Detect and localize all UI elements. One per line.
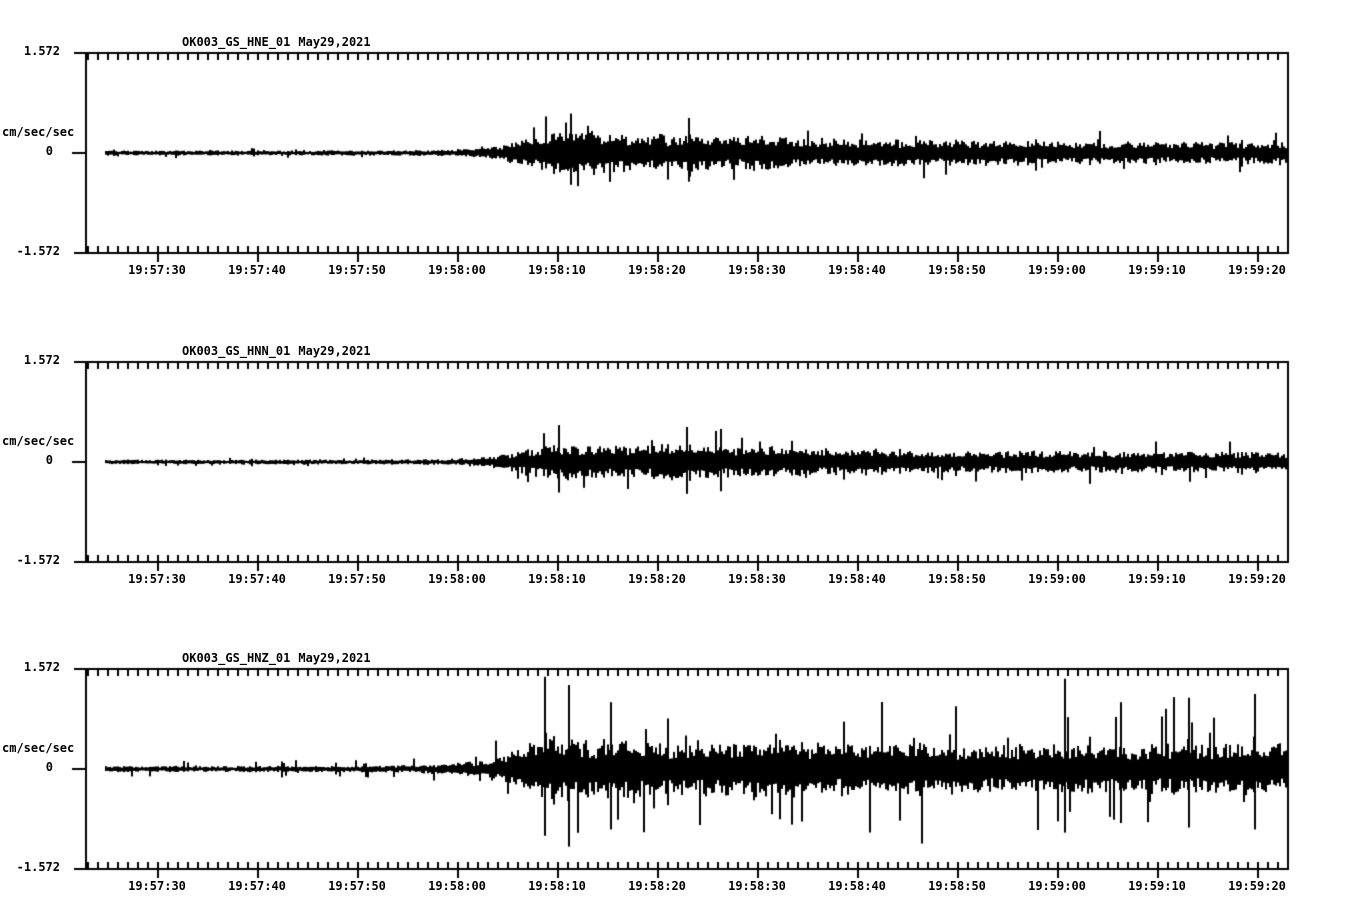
trace-title: OK003_GS_HNN_01 May29,2021 — [182, 344, 371, 358]
time-tick-label: 19:58:30 — [728, 572, 786, 586]
time-tick-label: 19:58:10 — [528, 572, 586, 586]
time-tick-label: 19:57:40 — [228, 263, 286, 277]
y-axis-zero-label: 0 — [45, 144, 53, 158]
time-tick-label: 19:57:30 — [128, 263, 186, 277]
trace-date: May29,2021 — [298, 35, 371, 49]
y-axis-min-label: -1.572 — [16, 244, 60, 258]
time-tick-label: 19:58:10 — [528, 879, 586, 893]
time-tick-label: 19:57:40 — [228, 879, 286, 893]
time-tick-label: 19:58:00 — [428, 572, 486, 586]
time-tick-label: 19:58:50 — [928, 572, 986, 586]
y-axis-min-label: -1.572 — [16, 553, 60, 567]
y-axis-unit-label: cm/sec/sec — [2, 741, 75, 755]
time-tick-label: 19:58:40 — [828, 263, 886, 277]
trace-title: OK003_GS_HNE_01 May29,2021 — [182, 35, 371, 49]
time-tick-label: 19:59:20 — [1228, 263, 1286, 277]
time-tick-label: 19:58:20 — [628, 263, 686, 277]
time-tick-label: 19:58:00 — [428, 879, 486, 893]
trace-station-channel: OK003_GS_HNN_01 — [182, 344, 291, 358]
y-axis-zero-label: 0 — [45, 760, 53, 774]
time-tick-label: 19:58:20 — [628, 879, 686, 893]
y-axis-min-label: -1.572 — [16, 860, 60, 874]
time-tick-label: 19:58:20 — [628, 572, 686, 586]
time-tick-label: 19:57:30 — [128, 572, 186, 586]
trace-date: May29,2021 — [298, 344, 371, 358]
time-tick-label: 19:59:20 — [1228, 879, 1286, 893]
time-tick-label: 19:58:10 — [528, 263, 586, 277]
seismogram-canvas — [64, 48, 1296, 272]
y-axis-max-label: 1.572 — [23, 44, 60, 58]
y-axis-unit-label: cm/sec/sec — [2, 434, 75, 448]
time-tick-label: 19:59:10 — [1128, 879, 1186, 893]
time-tick-label: 19:57:50 — [328, 572, 386, 586]
time-tick-label: 19:57:30 — [128, 879, 186, 893]
time-tick-label: 19:58:30 — [728, 879, 786, 893]
time-tick-label: 19:58:50 — [928, 263, 986, 277]
y-axis-unit-label: cm/sec/sec — [2, 125, 75, 139]
time-tick-label: 19:58:30 — [728, 263, 786, 277]
trace-station-channel: OK003_GS_HNE_01 — [182, 35, 291, 49]
time-tick-label: 19:59:00 — [1028, 572, 1086, 586]
y-axis-zero-label: 0 — [45, 453, 53, 467]
time-tick-label: 19:57:50 — [328, 263, 386, 277]
time-tick-label: 19:58:50 — [928, 879, 986, 893]
time-tick-label: 19:57:40 — [228, 572, 286, 586]
time-tick-label: 19:58:40 — [828, 879, 886, 893]
trace-title: OK003_GS_HNZ_01 May29,2021 — [182, 651, 371, 665]
seismogram-canvas — [64, 664, 1296, 888]
seismogram-canvas — [64, 357, 1296, 581]
time-tick-label: 19:58:40 — [828, 572, 886, 586]
time-tick-label: 19:58:00 — [428, 263, 486, 277]
trace-station-channel: OK003_GS_HNZ_01 — [182, 651, 291, 665]
time-tick-label: 19:57:50 — [328, 879, 386, 893]
time-tick-label: 19:59:10 — [1128, 572, 1186, 586]
time-tick-label: 19:59:00 — [1028, 263, 1086, 277]
time-tick-label: 19:59:00 — [1028, 879, 1086, 893]
time-tick-label: 19:59:10 — [1128, 263, 1186, 277]
y-axis-max-label: 1.572 — [23, 660, 60, 674]
time-tick-label: 19:59:20 — [1228, 572, 1286, 586]
trace-date: May29,2021 — [298, 651, 371, 665]
y-axis-max-label: 1.572 — [23, 353, 60, 367]
